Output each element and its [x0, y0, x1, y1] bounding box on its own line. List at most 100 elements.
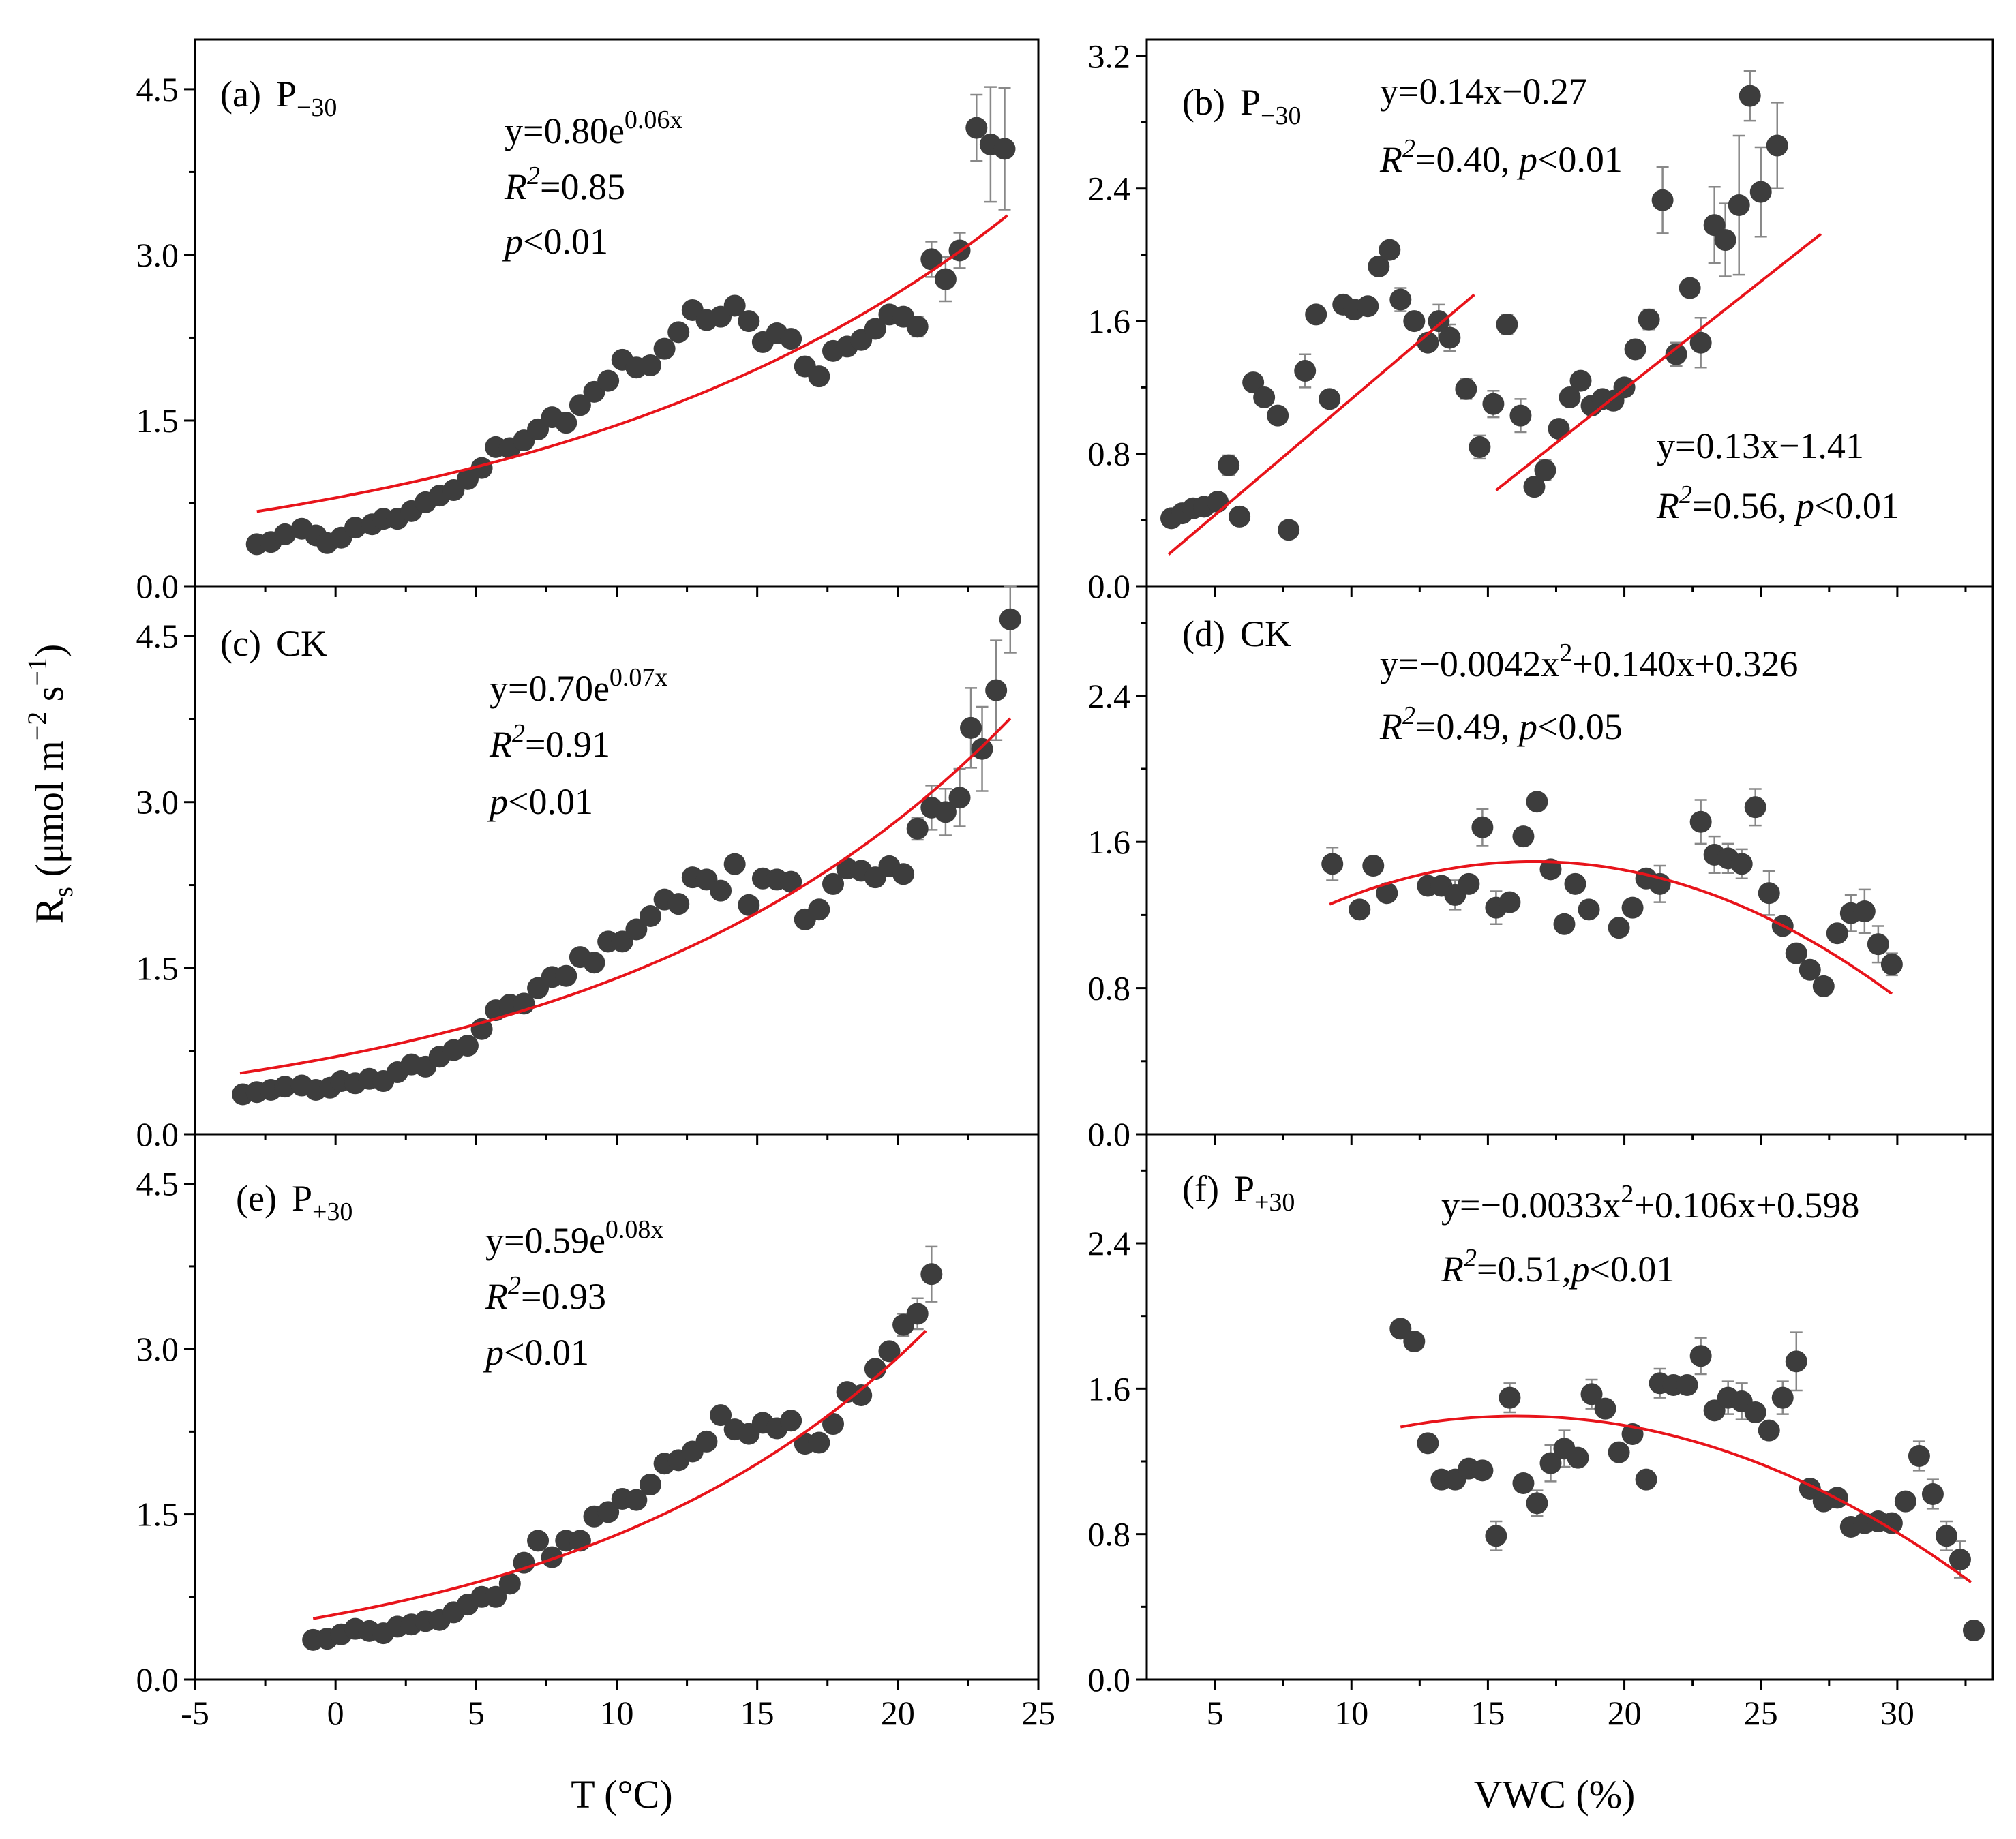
annotation-text: p [1516, 139, 1537, 180]
data-point [555, 964, 577, 987]
annotation-text: <0.01 [1537, 139, 1623, 180]
y-tick-label-e: 0.0 [136, 1660, 179, 1699]
data-point [1665, 343, 1687, 365]
data-point [695, 1430, 718, 1453]
annotation-text: p [1568, 1249, 1589, 1290]
annotation-superscript: 2 [1559, 639, 1572, 667]
annotation-text: <0.01 [504, 1332, 589, 1373]
y-tick-label-c: 1.5 [136, 949, 179, 987]
data-point [1321, 853, 1344, 875]
annotation-text: R [489, 724, 512, 765]
panel-c: 0.01.53.04.5 (c) CKy=0.70e0.07xR2=0.91p<0.… [136, 585, 1040, 1153]
fit-line [312, 1329, 927, 1620]
fit-annotation: R2=0.51,p<0.01 [1441, 1244, 1674, 1290]
data-point [541, 1546, 563, 1568]
data-point [1608, 917, 1630, 939]
data-point [1539, 858, 1562, 881]
data-point [1703, 1399, 1726, 1422]
data-point [1867, 933, 1889, 956]
x-tick-label-e: 20 [881, 1694, 915, 1732]
fit-line [1329, 860, 1893, 995]
y-tick-label-c: 0.0 [136, 1115, 179, 1153]
treatment-label: P [1240, 82, 1261, 123]
fit-annotation: y=0.80e0.06x [505, 106, 682, 151]
data-point [1880, 953, 1903, 975]
fit-annotation: y=−0.0033x2+0.106x+0.598 [1441, 1180, 1859, 1226]
data-point [555, 412, 577, 434]
y-tick-label-b: 3.2 [1088, 37, 1131, 75]
data-point [1471, 1459, 1494, 1482]
y-tick-label-c: 4.5 [136, 617, 179, 655]
data-point [1471, 816, 1494, 838]
annotation-superscript: 2 [508, 1271, 521, 1300]
annotation-superscript: 2 [527, 162, 540, 190]
treatment-subscript: +30 [1254, 1188, 1295, 1217]
data-point [1962, 1620, 1985, 1641]
data-point [1548, 418, 1570, 440]
data-point [1771, 1386, 1794, 1409]
annotation-text: R [1656, 485, 1679, 526]
y-tick-label-c: 3.0 [136, 783, 179, 821]
annotation-superscript: 0.08x [605, 1215, 664, 1244]
annotation-text: =0.91 [525, 724, 610, 765]
data-point [625, 918, 648, 941]
fit-annotation: y=0.70e0.07x [490, 663, 667, 709]
annotation-text: y=0.13x−1.41 [1657, 425, 1864, 466]
data-point [1509, 404, 1532, 427]
data-point [1949, 1549, 1971, 1570]
y-axis-label-close: ) [27, 644, 72, 657]
data-point [1229, 505, 1251, 528]
panel-frame-d [1145, 585, 1994, 1136]
data-point [583, 952, 605, 974]
x-tick-label-f: 20 [1608, 1694, 1642, 1732]
annotation-text: p [1793, 485, 1814, 526]
data-point [808, 1431, 830, 1454]
data-point [1523, 476, 1546, 498]
x-tick-label-e: 5 [468, 1694, 485, 1732]
data-point [1526, 791, 1548, 813]
x-axis-label-temperature: T (°C) [571, 1772, 672, 1817]
data-point [1894, 1490, 1916, 1513]
annotation-text: R [1441, 1249, 1464, 1290]
x-tick-label-e: 10 [600, 1694, 634, 1732]
y-axis-label-exp1: −2 [22, 712, 52, 741]
data-point [1294, 360, 1317, 382]
data-point [1921, 1483, 1944, 1505]
y-axis-label: Rs (μmol m−2 s−1) [22, 644, 78, 924]
data-point [653, 337, 676, 360]
y-axis-label-sub: s [48, 887, 78, 898]
x-tick-label-f: 25 [1744, 1694, 1778, 1732]
panel-letter: (c) [220, 623, 261, 664]
data-point [1496, 314, 1518, 336]
y-tick-label-e: 3.0 [136, 1330, 179, 1368]
y-tick-label-a: 1.5 [136, 401, 179, 440]
data-point [723, 294, 746, 317]
annotation-superscript: 0.06x [625, 106, 683, 134]
data-point [1512, 1472, 1535, 1494]
data-point [1403, 1331, 1426, 1352]
annotation-text: +0.106x+0.598 [1634, 1185, 1859, 1226]
data-point [1679, 277, 1701, 299]
y-tick-label-d: 0.0 [1088, 1115, 1131, 1153]
annotation-text: y=0.14x−0.27 [1380, 71, 1587, 112]
data-point [1376, 882, 1398, 905]
data-point [808, 365, 830, 388]
data-point [639, 1473, 661, 1495]
x-tick-label-f: 5 [1207, 1694, 1224, 1732]
data-point [1207, 491, 1229, 513]
annotation-text: y=−0.0042x [1380, 643, 1559, 684]
data-point [948, 787, 971, 809]
data-point [1218, 454, 1240, 476]
panel-letter: (a) [220, 74, 261, 115]
fit-line [1495, 232, 1822, 491]
data-point [934, 801, 957, 823]
data-point [1624, 338, 1646, 361]
annotation-text: =0.51, [1477, 1249, 1571, 1290]
y-tick-label-a: 3.0 [136, 236, 179, 274]
data-point [1253, 386, 1276, 408]
data-point [906, 316, 929, 338]
fit-annotation: R2=0.56, p<0.01 [1656, 481, 1899, 526]
data-point [1594, 1397, 1616, 1420]
data-point [1908, 1445, 1930, 1467]
data-point [1785, 1350, 1807, 1373]
